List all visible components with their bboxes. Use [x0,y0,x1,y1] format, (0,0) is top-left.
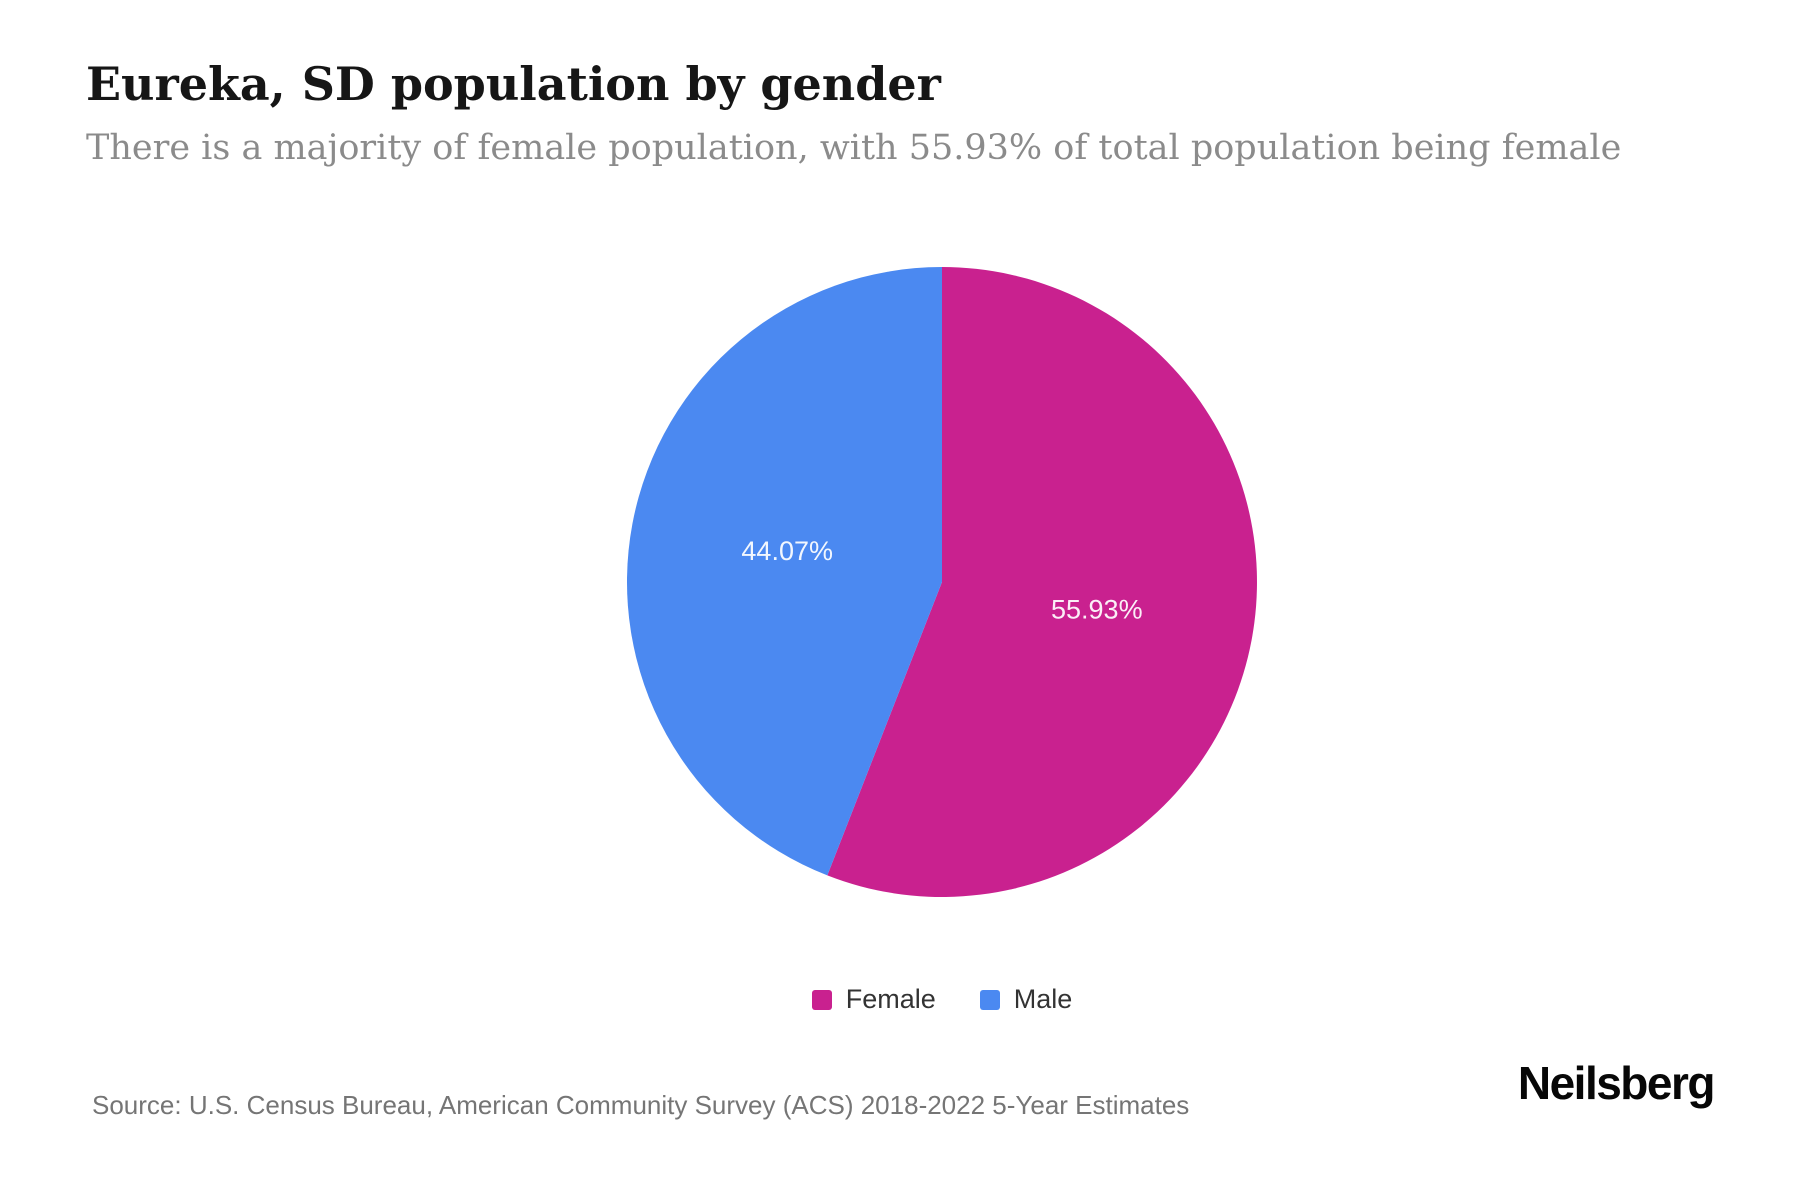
pie-data-label-male: 44.07% [741,536,833,566]
source-attribution: Source: U.S. Census Bureau, American Com… [92,1090,1190,1120]
pie-chart: 55.93% 44.07% [612,252,1272,912]
brand-logo: Neilsberg [1517,1057,1716,1109]
chart-legend: Female Male [612,984,1272,1015]
legend-item-male[interactable]: Male [979,984,1073,1015]
pie-slice-female[interactable] [827,267,1257,897]
legend-swatch-male [979,989,1000,1010]
pie-chart-svg: 55.93% 44.07% [626,267,1257,897]
legend-label-male: Male [1013,984,1073,1014]
legend-item-female[interactable]: Female [811,984,936,1015]
chart-subtitle: There is a majority of female population… [86,128,1622,168]
chart-title: Eureka, SD population by gender [86,57,941,111]
pie-data-label-female: 55.93% [1051,594,1143,624]
legend-swatch-female [811,989,832,1010]
legend-label-female: Female [845,984,936,1014]
pie-slice-male[interactable] [626,267,942,876]
